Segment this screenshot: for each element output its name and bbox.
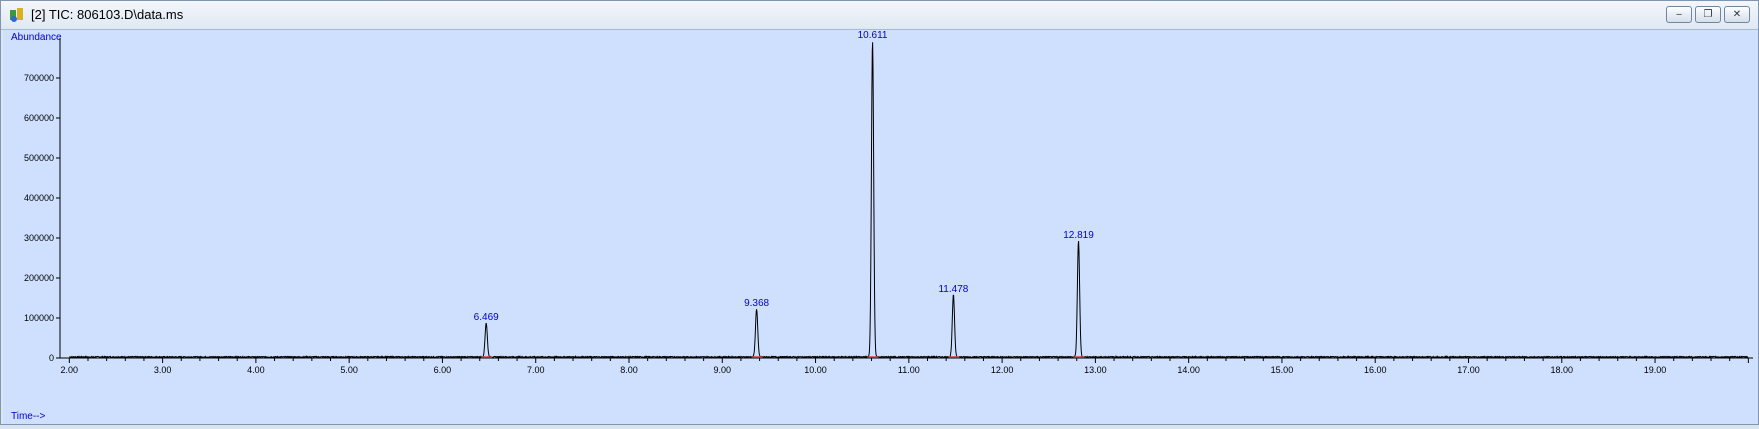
peak-rt-label: 11.478 bbox=[938, 284, 968, 295]
y-tick-label: 400000 bbox=[24, 193, 54, 203]
title-bar[interactable]: [2] TIC: 806103.D\data.ms ‒ ❐ ✕ bbox=[1, 1, 1758, 30]
minimize-button[interactable]: ‒ bbox=[1666, 6, 1692, 23]
peak-rt-label: 10.611 bbox=[858, 30, 888, 41]
y-axis-label: Abundance bbox=[11, 32, 62, 43]
x-tick-label: 11.00 bbox=[898, 365, 920, 375]
y-tick-label: 600000 bbox=[24, 113, 54, 123]
x-tick-label: 3.00 bbox=[154, 365, 172, 375]
close-button[interactable]: ✕ bbox=[1724, 6, 1750, 23]
x-tick-label: 10.00 bbox=[804, 365, 827, 375]
x-tick-label: 5.00 bbox=[340, 365, 358, 375]
x-tick-label: 16.00 bbox=[1364, 365, 1387, 375]
y-tick-label: 100000 bbox=[24, 313, 54, 323]
x-axis-label: Time--> bbox=[11, 411, 46, 422]
peak-rt-label: 6.469 bbox=[474, 312, 499, 323]
window-title: [2] TIC: 806103.D\data.ms bbox=[31, 7, 184, 22]
x-tick-label: 7.00 bbox=[527, 365, 545, 375]
x-tick-label: 6.00 bbox=[434, 365, 452, 375]
peak-rt-label: 9.368 bbox=[744, 298, 769, 309]
x-tick-label: 17.00 bbox=[1457, 365, 1480, 375]
y-tick-label: 700000 bbox=[24, 73, 54, 83]
x-tick-label: 13.00 bbox=[1084, 365, 1107, 375]
tic-chromatogram[interactable]: Abundance Time--> 0 100000 200000 300000 400… bbox=[3, 30, 1758, 424]
y-tick-label: 500000 bbox=[24, 153, 54, 163]
x-tick-label: 9.00 bbox=[714, 365, 732, 375]
x-tick-label: 4.00 bbox=[247, 365, 265, 375]
restore-button[interactable]: ❐ bbox=[1695, 6, 1721, 23]
tick-marks: 0 100000 200000 300000 400000 500000 600000 700… bbox=[24, 73, 1749, 375]
plot-area[interactable]: Abundance Time--> 0 100000 200000 300000 400… bbox=[3, 30, 1758, 424]
x-tick-label: 14.00 bbox=[1177, 365, 1200, 375]
y-tick-label: 0 bbox=[49, 353, 54, 363]
tic-trace bbox=[69, 42, 1749, 359]
x-tick-label: 15.00 bbox=[1271, 365, 1294, 375]
x-tick-label: 2.00 bbox=[61, 365, 79, 375]
x-tick-label: 19.00 bbox=[1644, 365, 1667, 375]
chromatogram-app-icon bbox=[10, 8, 23, 22]
y-tick-label: 200000 bbox=[24, 273, 54, 283]
x-tick-label: 18.00 bbox=[1551, 365, 1574, 375]
x-tick-label: 8.00 bbox=[620, 365, 638, 375]
peak-labels: 6.469 9.368 10.611 11.478 12.819 bbox=[474, 30, 1094, 358]
x-tick-label: 12.00 bbox=[991, 365, 1014, 375]
peak-rt-label: 12.819 bbox=[1063, 230, 1094, 241]
axes bbox=[59, 38, 1753, 359]
y-tick-label: 300000 bbox=[24, 233, 54, 243]
